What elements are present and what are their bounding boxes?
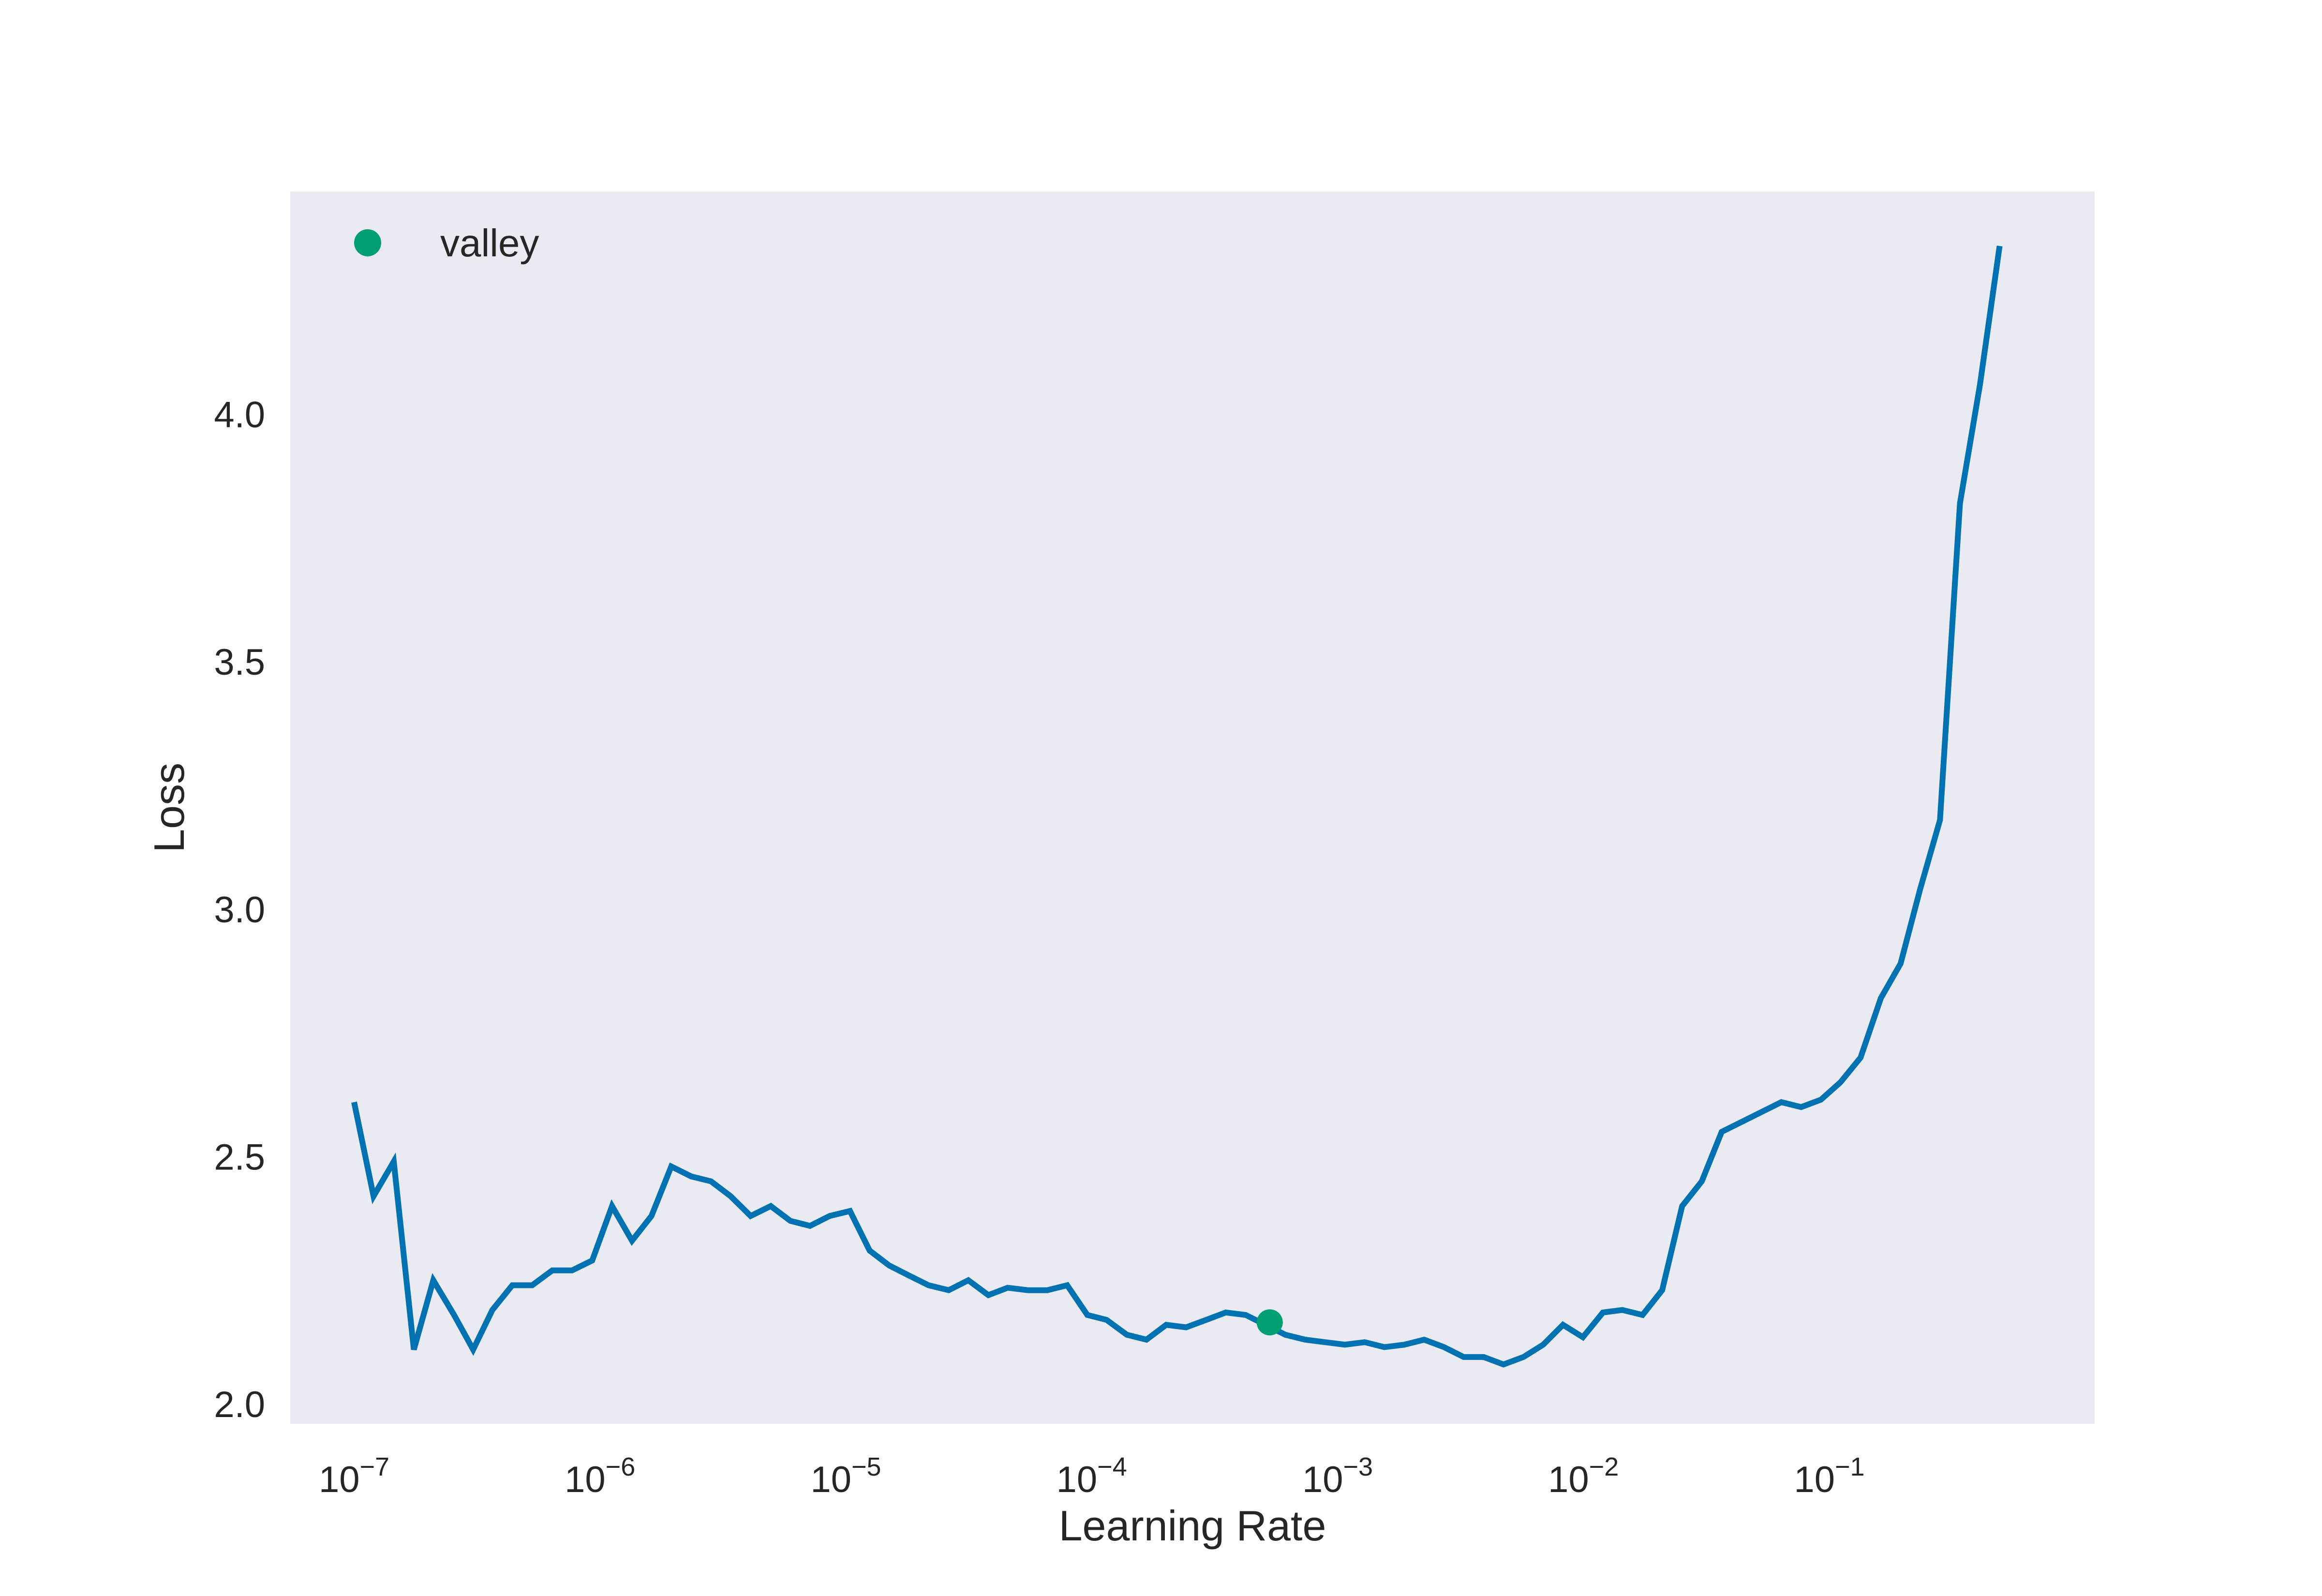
- valley-marker: [1256, 1309, 1283, 1336]
- x-tick-exponent: −7: [359, 1452, 389, 1481]
- x-axis-label: Learning Rate: [1059, 1502, 1326, 1550]
- x-tick-base: 10: [1302, 1459, 1343, 1500]
- x-tick-exponent: −3: [1343, 1452, 1373, 1481]
- x-tick-label: 10−4: [1057, 1452, 1127, 1500]
- x-tick-exponent: −6: [606, 1452, 636, 1481]
- x-tick-label: 10−5: [810, 1452, 881, 1500]
- legend-valley-label: valley: [440, 222, 539, 265]
- x-tick-base: 10: [810, 1459, 851, 1500]
- x-tick-base: 10: [319, 1459, 360, 1500]
- x-tick-base: 10: [1794, 1459, 1835, 1500]
- y-tick-label: 4.0: [214, 395, 265, 436]
- x-tick-base: 10: [1548, 1459, 1589, 1500]
- x-axis-ticks: 10−7 10−6 10−5 10−4 10−3 10−2 10−1: [319, 1452, 1865, 1500]
- x-tick-label: 10−3: [1302, 1452, 1373, 1500]
- x-tick-base: 10: [1057, 1459, 1098, 1500]
- x-tick-label: 10−7: [319, 1452, 389, 1500]
- legend: valley: [354, 222, 539, 265]
- x-tick-label: 10−1: [1794, 1452, 1864, 1500]
- plot-area: [290, 192, 2095, 1424]
- y-tick-label: 3.0: [214, 889, 265, 931]
- x-tick-exponent: −2: [1589, 1452, 1619, 1481]
- y-axis-label: Loss: [145, 763, 193, 853]
- x-tick-exponent: −5: [851, 1452, 881, 1481]
- x-tick-label: 10−6: [565, 1452, 635, 1500]
- y-tick-label: 2.5: [214, 1137, 265, 1178]
- y-axis-ticks: 2.0 2.5 3.0 3.5 4.0: [214, 395, 265, 1426]
- y-tick-label: 2.0: [214, 1384, 265, 1425]
- x-tick-exponent: −4: [1097, 1452, 1127, 1481]
- loss-series-line: [351, 245, 2003, 1368]
- x-tick-exponent: −1: [1835, 1452, 1865, 1481]
- y-tick-label: 3.5: [214, 642, 265, 683]
- x-tick-base: 10: [565, 1459, 606, 1500]
- legend-valley-swatch: [354, 229, 381, 256]
- x-tick-label: 10−2: [1548, 1452, 1619, 1500]
